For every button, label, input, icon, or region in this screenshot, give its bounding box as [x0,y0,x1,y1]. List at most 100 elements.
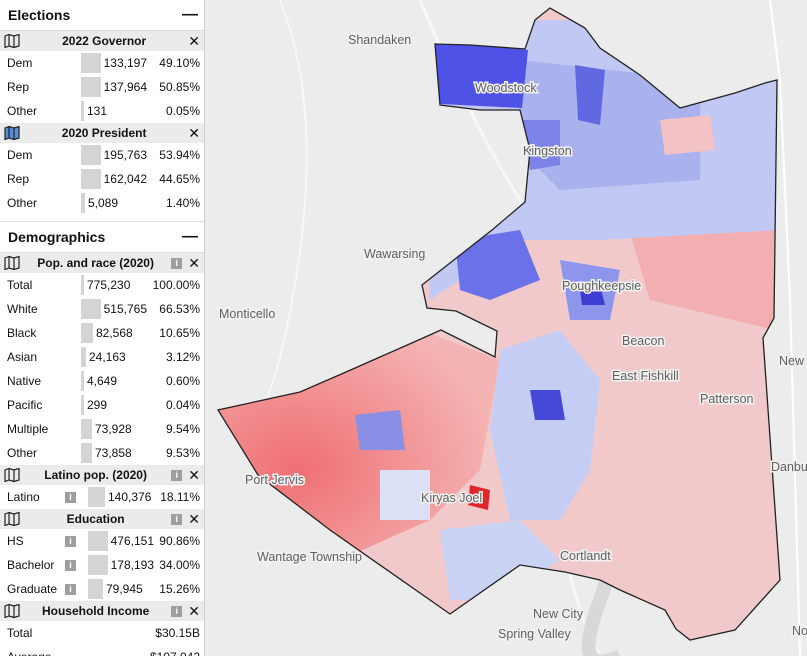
share-bar [81,395,84,415]
stat-count: 133,197 [103,56,147,70]
share-bar [81,443,92,463]
close-icon[interactable]: ✕ [188,33,200,49]
stat-percent: 49.10% [159,56,200,70]
info-icon[interactable]: i [171,469,183,481]
map-layer-icon[interactable] [4,126,20,140]
stat-row: Dem 133,197 49.10% [0,51,204,75]
stat-percent: 18.11% [160,490,200,504]
close-icon[interactable]: ✕ [188,603,200,619]
stat-percent: 44.65% [159,172,200,186]
demographics-title: Demographics [8,229,106,245]
stat-value: $30.15B [155,626,200,640]
stat-count: 476,151 [110,534,154,548]
collapse-demographics-icon[interactable]: — [182,228,198,245]
map-place-label: Wawarsing [364,247,425,261]
layer-header[interactable]: Pop. and race (2020) i ✕ [0,253,204,273]
stat-percent: 90.86% [159,534,200,548]
stat-row: Latino i 140,376 18.11% [0,485,204,509]
stat-label: Black [7,326,37,340]
layer-header[interactable]: 2022 Governor ✕ [0,31,204,51]
elections-header[interactable]: Elections — [0,0,204,31]
map-layer-icon[interactable] [4,34,20,48]
stat-label: Rep [7,80,30,94]
close-icon[interactable]: ✕ [188,255,200,271]
info-icon[interactable]: i [65,536,76,547]
stat-label: Dem [7,148,33,162]
map-layer-icon[interactable] [4,604,20,618]
layer-header[interactable]: Latino pop. (2020) i ✕ [0,465,204,485]
stat-count: 140,376 [108,490,152,504]
layer-header[interactable]: 2020 President ✕ [0,123,204,143]
share-bar [81,275,84,295]
info-icon[interactable]: i [65,492,76,503]
info-icon[interactable]: i [65,560,76,571]
stat-label: Native [7,374,42,388]
elections-title: Elections [8,7,71,23]
stat-percent: 66.53% [159,302,200,316]
layer-title: Education [66,512,125,526]
stat-count: 73,928 [95,422,132,436]
stat-count: 5,089 [88,196,119,210]
map-layer-icon[interactable] [4,468,20,482]
stat-label: Dem [7,56,33,70]
stat-row: Rep 162,042 44.65% [0,167,204,191]
stat-row: Other 5,089 1.40% [0,191,204,215]
map-place-label: New City [533,607,584,621]
share-bar [88,487,105,507]
share-bar [81,53,101,73]
info-icon[interactable]: i [171,513,183,525]
share-bar [81,299,101,319]
stat-label: HS [7,534,24,548]
info-icon[interactable]: i [65,584,76,595]
stat-row: Other 73,858 9.53% [0,441,204,465]
map-place-label: Spring Valley [498,627,571,641]
stat-count: 79,945 [106,582,143,596]
stat-label: Latino [7,490,40,504]
map-place-label: Kiryas Joel [421,491,482,505]
share-bar [81,145,101,165]
stat-label: Bachelor [7,558,55,572]
stat-label: Other [7,196,38,210]
map-layer-icon[interactable] [4,512,20,526]
share-bar [81,101,84,121]
stat-label: Other [7,446,38,460]
demographics-body: Pop. and race (2020) i ✕ Total 775,230 100.00… [0,253,204,656]
map-layer-icon[interactable] [4,256,20,270]
layer-title: Latino pop. (2020) [44,468,147,482]
share-bar [81,77,101,97]
share-bar [81,347,86,367]
stat-percent: 1.40% [165,196,200,210]
layer-header[interactable]: Education i ✕ [0,509,204,529]
stat-count: 162,042 [103,172,147,186]
layer-title: 2022 Governor [62,34,147,48]
stat-percent: 50.85% [159,80,200,94]
demographics-header[interactable]: Demographics — [0,222,204,253]
share-bar [81,419,92,439]
close-icon[interactable]: ✕ [188,467,200,483]
info-icon[interactable]: i [171,605,183,617]
stat-percent: 15.26% [159,582,200,596]
stat-count: 178,193 [110,558,154,572]
info-icon[interactable]: i [171,257,183,269]
stat-percent: 0.60% [165,374,200,388]
map-place-label: Poughkeepsie [562,279,641,293]
stat-count: 775,230 [87,278,131,292]
layer-title: 2020 President [61,126,147,140]
close-icon[interactable]: ✕ [188,511,200,527]
stat-row: Black 82,568 10.65% [0,321,204,345]
stat-value: $107,042 [81,650,204,656]
share-bar [88,555,108,575]
share-bar [81,169,101,189]
stat-row: HS i 476,151 90.86% [0,529,204,553]
collapse-elections-icon[interactable]: — [182,6,198,23]
stat-count: 137,964 [103,80,147,94]
stat-label: Asian [7,350,38,364]
layer-header[interactable]: Household Income i ✕ [0,601,204,621]
share-bar [81,323,93,343]
share-bar [81,193,85,213]
map-place-label: Danbu [771,460,807,474]
map-place-label: Wantage Township [257,550,362,564]
close-icon[interactable]: ✕ [188,125,200,141]
